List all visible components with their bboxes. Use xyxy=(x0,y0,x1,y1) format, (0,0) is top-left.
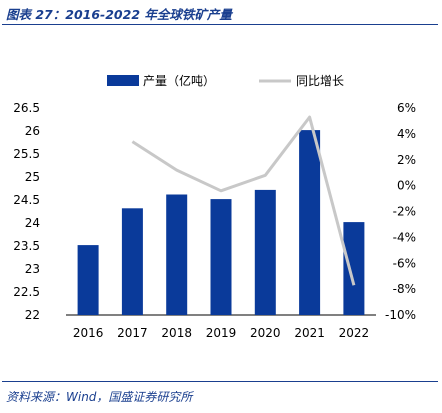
legend-bar-swatch xyxy=(107,75,139,86)
left-tick-label: 25 xyxy=(25,170,40,184)
left-tick-label: 25.5 xyxy=(13,147,40,161)
legend-bar-label: 产量（亿吨） xyxy=(143,73,215,88)
bar-2021 xyxy=(299,130,321,315)
bar-2019 xyxy=(210,199,232,315)
bar-2022 xyxy=(343,222,365,315)
bar-2020 xyxy=(254,189,276,315)
figure-source: 资料来源：Wind，国盛证券研究所 xyxy=(6,390,193,404)
x-tick-label: 2019 xyxy=(206,326,237,340)
x-tick-label: 2021 xyxy=(294,326,325,340)
x-tick-label: 2018 xyxy=(161,326,192,340)
legend-line-label: 同比增长 xyxy=(296,74,344,88)
x-tick-label: 2016 xyxy=(73,326,104,340)
x-tick-label: 2020 xyxy=(250,326,281,340)
left-tick-label: 23 xyxy=(25,262,40,276)
legend: 产量（亿吨） 同比增长 xyxy=(107,73,344,88)
right-tick-label: -6% xyxy=(393,256,416,270)
bar-2017 xyxy=(121,208,143,315)
left-tick-label: 26 xyxy=(25,124,40,138)
right-tick-label: -8% xyxy=(393,282,416,296)
left-tick-label: 23.5 xyxy=(13,239,40,253)
right-tick-label: 6% xyxy=(397,101,416,115)
figure-title: 图表 27：2016-2022 年全球铁矿产量 xyxy=(6,7,232,22)
left-axis-ticks: 22 22.5 23 23.5 24 24.5 25 25.5 26 26.5 xyxy=(13,101,40,322)
x-axis-ticks: 2016 2017 2018 2019 2020 2021 2022 xyxy=(73,326,369,340)
right-tick-label: -2% xyxy=(393,205,416,219)
growth-line xyxy=(131,115,356,286)
right-tick-label: -4% xyxy=(393,230,416,244)
bar-series xyxy=(77,130,365,315)
title-divider xyxy=(2,24,438,25)
source-divider xyxy=(2,381,438,382)
bar-2018 xyxy=(166,194,188,315)
left-tick-label: 24 xyxy=(25,216,40,230)
left-tick-label: 24.5 xyxy=(13,193,40,207)
x-tick-label: 2017 xyxy=(117,326,148,340)
left-tick-label: 22 xyxy=(25,308,40,322)
bar-2016 xyxy=(77,245,99,315)
right-axis-ticks: -10% -8% -6% -4% -2% 0% 2% 4% 6% xyxy=(385,101,416,322)
left-tick-label: 22.5 xyxy=(13,285,40,299)
right-tick-label: 0% xyxy=(397,179,416,193)
left-tick-label: 26.5 xyxy=(13,101,40,115)
growth-line-series xyxy=(131,115,356,286)
right-tick-label: 4% xyxy=(397,127,416,141)
right-tick-label: -10% xyxy=(385,308,416,322)
x-tick-label: 2022 xyxy=(339,326,370,340)
right-tick-label: 2% xyxy=(397,153,416,167)
